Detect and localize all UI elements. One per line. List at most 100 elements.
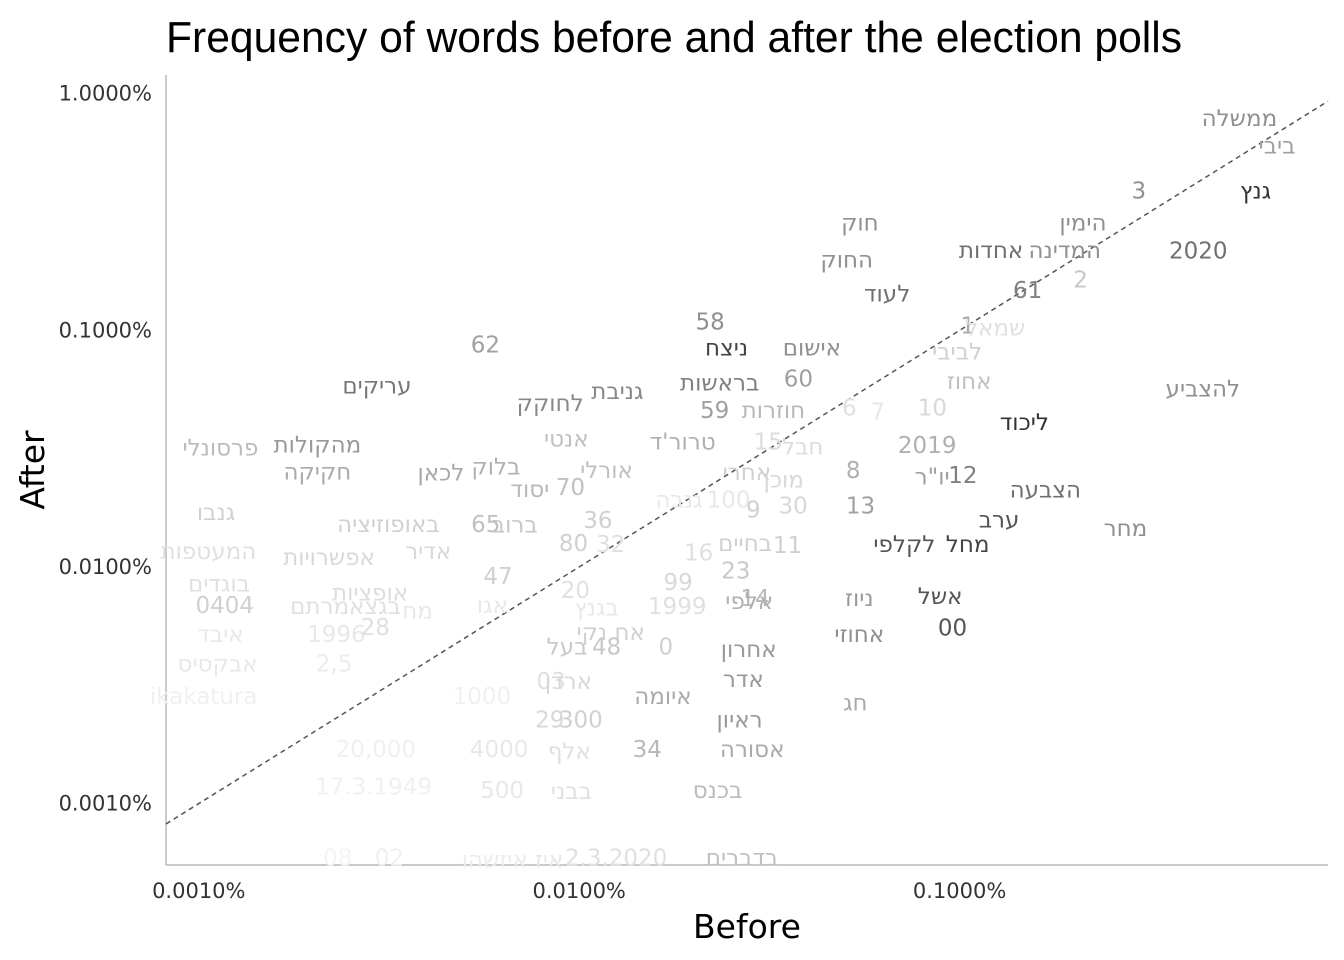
y-axis-title: After xyxy=(13,430,52,510)
word-point: אורלי xyxy=(580,458,633,484)
word-point: אבקסיס xyxy=(178,651,258,677)
word-point: יו"ר xyxy=(915,465,950,491)
word-point: אשל xyxy=(918,584,963,610)
word-point: אדיר xyxy=(405,539,451,565)
word-point: 30 xyxy=(778,493,807,519)
word-point: 16 xyxy=(684,541,713,567)
word-point: המדינה xyxy=(1028,238,1101,264)
word-point: 11 xyxy=(773,533,802,559)
word-point: 23 xyxy=(721,558,750,584)
word-point: 4000 xyxy=(470,737,529,763)
word-point: 7 xyxy=(870,400,885,426)
word-point: אדר xyxy=(723,667,764,693)
word-point: 0 xyxy=(659,635,674,661)
word-point: 47 xyxy=(483,564,512,590)
word-point: בגנץ xyxy=(574,595,618,621)
word-point: 62 xyxy=(471,332,500,358)
word-point: 48 xyxy=(592,635,621,661)
word-point: 9 xyxy=(746,497,761,523)
word-point: 300 xyxy=(559,707,603,733)
word-point: 20,000 xyxy=(336,737,416,763)
word-point: 20 xyxy=(561,578,590,604)
word-point: ממשלה xyxy=(1202,106,1278,132)
word-point: 32 xyxy=(596,532,625,558)
word-point: מהקולות xyxy=(274,432,362,458)
word-point: בראשות xyxy=(680,370,759,396)
word-point: אופציות xyxy=(332,580,408,606)
word-point: לכאן xyxy=(417,460,464,486)
word-point: 03 xyxy=(537,669,566,695)
word-point: ערב xyxy=(979,507,1020,533)
x-tick-label: 0.0100% xyxy=(532,879,625,903)
word-point: ניוז xyxy=(845,586,874,612)
reference-line xyxy=(165,100,1329,825)
axes xyxy=(165,75,1328,866)
word-point: אלפי xyxy=(725,589,773,615)
word-point: בבני xyxy=(551,779,592,805)
x-tick-label: 0.0010% xyxy=(152,879,245,903)
word-point: איומה xyxy=(634,684,691,710)
word-point: פרסונלי xyxy=(182,435,258,461)
word-point: גניבת xyxy=(591,379,643,405)
word-point: 59 xyxy=(700,398,729,424)
word-points: ממשלהביביגנץ32020הימיןהמדינה2אחדות61חוקה… xyxy=(150,106,1296,874)
word-point: מחל xyxy=(946,532,990,558)
word-point: לקלפי xyxy=(873,532,935,558)
word-point: אחדות xyxy=(959,238,1023,264)
y-tick-label: 1.0000% xyxy=(59,82,152,106)
word-point: 99 xyxy=(663,570,692,596)
word-point: גנבו xyxy=(197,500,235,526)
word-point: 6 xyxy=(842,396,857,422)
word-point: להצביע xyxy=(1166,376,1241,402)
word-point: ביבי xyxy=(1259,134,1296,160)
word-point: 36 xyxy=(583,508,612,534)
word-point: אנטי xyxy=(544,427,589,453)
word-point: 100 xyxy=(707,487,751,513)
word-point: 08 xyxy=(323,845,352,871)
word-point: 70 xyxy=(556,475,585,501)
word-point: אח נקי xyxy=(576,620,644,646)
x-axis-title: Before xyxy=(693,907,801,946)
word-point: מחר xyxy=(1104,516,1148,542)
word-point: לחוקק xyxy=(517,391,584,417)
word-point: 14 xyxy=(740,586,769,612)
word-point: גנבה xyxy=(656,487,703,513)
word-point: איבד xyxy=(197,622,243,648)
word-point: 1999 xyxy=(648,594,707,620)
word-point: 12 xyxy=(948,463,977,489)
word-point: 3 xyxy=(1132,178,1147,204)
word-point: אסורה xyxy=(720,737,785,763)
word-point: איז xyxy=(535,848,563,874)
word-point: באופוזיציה xyxy=(337,512,440,538)
word-point: אחוזי xyxy=(834,622,884,648)
word-point: הימין xyxy=(1059,210,1106,236)
word-point: לביבי xyxy=(932,339,982,365)
word-point: בדברים xyxy=(706,845,779,871)
word-point: 1000 xyxy=(453,684,512,710)
word-point: אחרון xyxy=(721,637,777,663)
word-point: 02 xyxy=(375,845,404,871)
word-point: 00 xyxy=(938,616,967,642)
word-point: 65 xyxy=(471,512,500,538)
word-point: 61 xyxy=(1013,278,1042,304)
y-tick-label: 0.0100% xyxy=(59,555,152,579)
word-point: אישום xyxy=(783,335,841,361)
word-point: ניצח xyxy=(705,335,748,361)
word-point: חוזרות xyxy=(742,398,806,424)
y-tick-label: 0.1000% xyxy=(59,318,152,342)
word-point: בלוק xyxy=(471,454,520,480)
word-point: 2.3.2020 xyxy=(565,845,667,871)
x-tick-labels: 0.0010% 0.0100% 0.1000% xyxy=(152,879,1006,903)
y-tick-labels: 1.0000% 0.1000% 0.0100% 0.0010% xyxy=(59,82,152,816)
word-point: אלף xyxy=(548,739,591,765)
word-point: אגו xyxy=(477,593,508,619)
word-point: 29 xyxy=(535,707,564,733)
word-point: הצבעה xyxy=(1010,478,1081,504)
word-point: עריקים xyxy=(342,373,411,399)
word-point: לעוד xyxy=(864,282,910,308)
word-point: בעל xyxy=(547,635,588,661)
word-point: 0404 xyxy=(195,593,254,619)
word-point: ikakatura xyxy=(150,684,258,710)
word-point: חקיקה xyxy=(283,460,351,486)
